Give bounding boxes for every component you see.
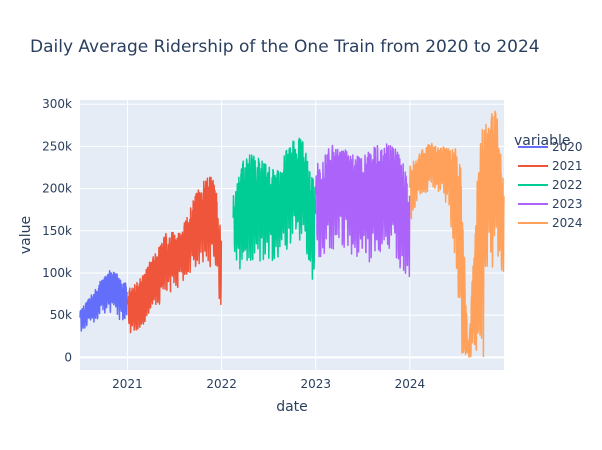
series-line-2021 (126, 176, 223, 334)
y-tick-label: 0 (64, 350, 72, 364)
y-tick-label: 50k (50, 308, 72, 322)
legend[interactable]: variable 2020 2021 2022 2023 2024 (514, 133, 583, 230)
y-axis-label: value (18, 216, 34, 254)
x-axis-ticks: 2021 2022 2023 2024 (112, 377, 425, 391)
legend-item-2023[interactable]: 2023 (518, 197, 583, 211)
x-tick-label: 2022 (206, 377, 237, 391)
legend-label: 2023 (552, 197, 583, 211)
legend-label: 2020 (552, 140, 583, 154)
x-tick-label: 2023 (300, 377, 331, 391)
x-axis-label: date (276, 399, 308, 415)
y-tick-label: 300k (42, 97, 72, 111)
y-tick-label: 200k (42, 182, 72, 196)
series-line-2022 (232, 137, 317, 280)
legend-item-2020[interactable]: 2020 (518, 140, 583, 154)
series-line-2020 (79, 270, 128, 332)
legend-label: 2024 (552, 216, 583, 230)
legend-item-2024[interactable]: 2024 (518, 216, 583, 230)
legend-items[interactable]: 2020 2021 2022 2023 2024 (518, 140, 583, 230)
y-tick-label: 100k (42, 266, 72, 280)
series-layer (79, 110, 505, 358)
legend-label: 2021 (552, 159, 583, 173)
plot-area (80, 100, 504, 370)
series-line-2024 (409, 110, 505, 358)
y-axis-ticks: 0 50k 100k 150k 200k 250k 300k (42, 97, 72, 364)
legend-item-2021[interactable]: 2021 (518, 159, 583, 173)
series-line-2023 (314, 143, 411, 278)
y-tick-label: 150k (42, 224, 72, 238)
legend-item-2022[interactable]: 2022 (518, 178, 583, 192)
legend-label: 2022 (552, 178, 583, 192)
legend-title: variable (514, 133, 570, 149)
y-tick-label: 250k (42, 139, 72, 153)
x-tick-label: 2024 (395, 377, 426, 391)
x-tick-label: 2021 (112, 377, 143, 391)
chart-title: Daily Average Ridership of the One Train… (30, 37, 540, 57)
